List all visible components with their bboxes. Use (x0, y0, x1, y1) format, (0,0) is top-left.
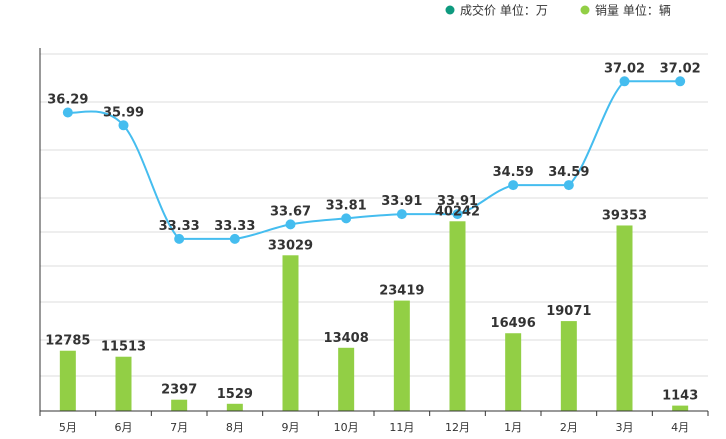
x-tick-label: 4月 (671, 421, 689, 434)
bar[interactable] (226, 403, 243, 411)
bar-value-label: 40242 (435, 204, 480, 219)
x-tick-label: 2月 (560, 421, 578, 434)
price-value-label: 34.59 (548, 165, 589, 180)
bar-value-label: 39353 (602, 208, 647, 223)
x-tick-label: 6月 (115, 421, 133, 434)
bar-data-labels: 12785 11513 2397 1529 33029 13408 23419 40242 16… (45, 204, 698, 403)
bar[interactable] (505, 333, 522, 411)
x-tick-label: 7月 (170, 421, 188, 434)
price-point[interactable] (62, 107, 73, 118)
price-value-label: 33.33 (159, 219, 200, 234)
bar[interactable] (560, 321, 577, 411)
bar-value-label: 11513 (101, 340, 146, 355)
price-value-label: 37.02 (660, 61, 701, 76)
bar-value-label: 13408 (324, 331, 369, 346)
price-point[interactable] (619, 76, 630, 87)
price-point[interactable] (396, 209, 407, 220)
price-line (67, 80, 681, 240)
legend-sales-marker (580, 5, 590, 15)
x-axis-tick-labels: 5月 6月 7月 8月 9月 10月 11月 12月 1月 2月 3月 4月 (59, 421, 689, 434)
price-point[interactable] (285, 219, 296, 230)
x-tick-label: 5月 (59, 421, 77, 434)
bar-value-label: 2397 (161, 383, 197, 398)
x-tick-label: 12月 (445, 421, 470, 434)
price-value-label: 36.29 (47, 92, 88, 107)
bar[interactable] (115, 356, 132, 411)
bar[interactable] (393, 300, 410, 411)
price-point[interactable] (563, 180, 574, 191)
x-tick-label: 9月 (282, 421, 300, 434)
bar-series-sales (59, 221, 689, 411)
price-value-label: 33.81 (326, 198, 367, 213)
x-tick-label: 3月 (616, 421, 634, 434)
bar[interactable] (449, 221, 466, 411)
bar[interactable] (59, 350, 76, 411)
price-value-label: 35.99 (103, 105, 144, 120)
bar-value-label: 33029 (268, 238, 313, 253)
x-tick-label: 10月 (334, 421, 359, 434)
bar[interactable] (616, 225, 633, 411)
price-points (62, 76, 686, 244)
legend-price-label: 成交价 单位：万 (460, 3, 548, 18)
price-value-label: 37.02 (604, 61, 645, 76)
bar[interactable] (171, 399, 188, 411)
bar[interactable] (282, 255, 299, 411)
price-value-label: 33.33 (214, 219, 255, 234)
bar-value-label: 16496 (491, 316, 536, 331)
line-data-labels: 36.29 35.99 33.33 33.33 33.67 33.81 33.91 33.91… (47, 61, 700, 234)
price-value-label: 34.59 (493, 165, 534, 180)
grid-lines (40, 53, 708, 377)
legend-item-price[interactable]: 成交价 单位：万 (445, 3, 548, 18)
price-point[interactable] (675, 76, 686, 87)
legend-sales-label: 销量 单位：辆 (595, 3, 671, 18)
price-value-label: 33.91 (381, 194, 422, 209)
bar-value-label: 1529 (217, 387, 253, 402)
legend-item-sales[interactable]: 销量 单位：辆 (580, 3, 671, 18)
price-value-label: 33.67 (270, 204, 311, 219)
bar[interactable] (338, 347, 355, 411)
legend: 成交价 单位：万 销量 单位：辆 (445, 3, 671, 18)
price-point[interactable] (118, 120, 129, 131)
price-point[interactable] (508, 180, 519, 191)
bar-value-label: 1143 (662, 389, 698, 404)
price-point[interactable] (174, 233, 185, 244)
bar-value-label: 23419 (379, 284, 424, 299)
x-tick-label: 8月 (226, 421, 244, 434)
bar-value-label: 12785 (45, 334, 90, 349)
price-point[interactable] (452, 209, 463, 220)
price-value-label: 33.91 (437, 194, 478, 209)
bar-value-label: 19071 (546, 304, 591, 319)
x-tick-label: 11月 (389, 421, 414, 434)
legend-price-marker (445, 5, 455, 15)
x-tick-label: 1月 (504, 421, 522, 434)
price-point[interactable] (229, 233, 240, 244)
line-series-price (67, 80, 681, 240)
price-point[interactable] (341, 213, 352, 224)
bar[interactable] (672, 405, 689, 411)
axes (39, 48, 709, 416)
